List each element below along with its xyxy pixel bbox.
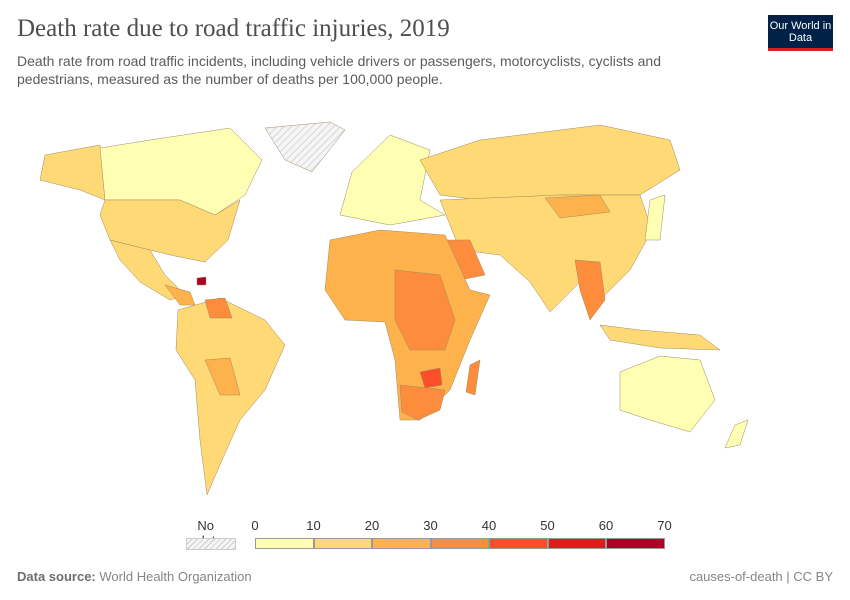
- legend-bin[interactable]: [255, 538, 314, 549]
- data-source: Data source: World Health Organization: [17, 569, 252, 584]
- region-japan[interactable]: [644, 194, 666, 241]
- data-source-value[interactable]: World Health Organization: [99, 569, 252, 584]
- region-mongolia[interactable]: [544, 194, 611, 219]
- legend-tick-label: 30: [423, 518, 438, 533]
- logo-text: Our World in Data: [769, 19, 832, 44]
- region-central-africa[interactable]: [394, 269, 456, 351]
- region-zimbabwe[interactable]: [419, 367, 443, 389]
- legend-bin[interactable]: [313, 538, 372, 549]
- footer-license[interactable]: causes-of-death | CC BY: [689, 569, 833, 584]
- region-thailand[interactable]: [574, 259, 606, 321]
- legend-tick-label: 20: [364, 518, 380, 533]
- legend-no-data-swatch: [186, 538, 236, 550]
- region-south-america[interactable]: [175, 297, 286, 496]
- region-australia[interactable]: [619, 355, 716, 433]
- region-indonesia[interactable]: [599, 324, 721, 351]
- legend-bin[interactable]: [372, 538, 431, 549]
- region-south-africa[interactable]: [399, 384, 446, 421]
- legend-bin[interactable]: [606, 538, 665, 549]
- region-dominican-republic[interactable]: [196, 276, 207, 286]
- legend-tick-label: 10: [306, 518, 321, 533]
- legend-tick-label: 60: [598, 518, 614, 533]
- region-alaska[interactable]: [39, 144, 106, 201]
- subtitle: Death rate from road traffic incidents, …: [17, 53, 662, 87]
- legend-bin[interactable]: [547, 538, 606, 549]
- legend-bin[interactable]: [430, 538, 489, 549]
- owid-logo[interactable]: Our World in Data: [768, 15, 833, 51]
- data-source-label: Data source:: [17, 569, 96, 584]
- legend-tick-label: 50: [540, 518, 555, 533]
- region-usa[interactable]: [99, 199, 241, 263]
- page-title: Death rate due to road traffic injuries,…: [17, 15, 450, 42]
- region-bolivia-paraguay[interactable]: [204, 357, 241, 396]
- legend-bin[interactable]: [489, 538, 548, 549]
- region-venezuela[interactable]: [204, 297, 233, 319]
- region-new-zealand[interactable]: [724, 419, 749, 449]
- legend-tick-label: 70: [657, 518, 672, 533]
- region-greenland[interactable]: [264, 121, 346, 173]
- region-europe[interactable]: [339, 134, 446, 226]
- legend-tick-label: 0: [251, 518, 259, 533]
- region-russia[interactable]: [419, 124, 681, 201]
- region-madagascar[interactable]: [465, 359, 481, 396]
- world-map[interactable]: [0, 115, 790, 510]
- legend-tick-label: 40: [481, 518, 497, 533]
